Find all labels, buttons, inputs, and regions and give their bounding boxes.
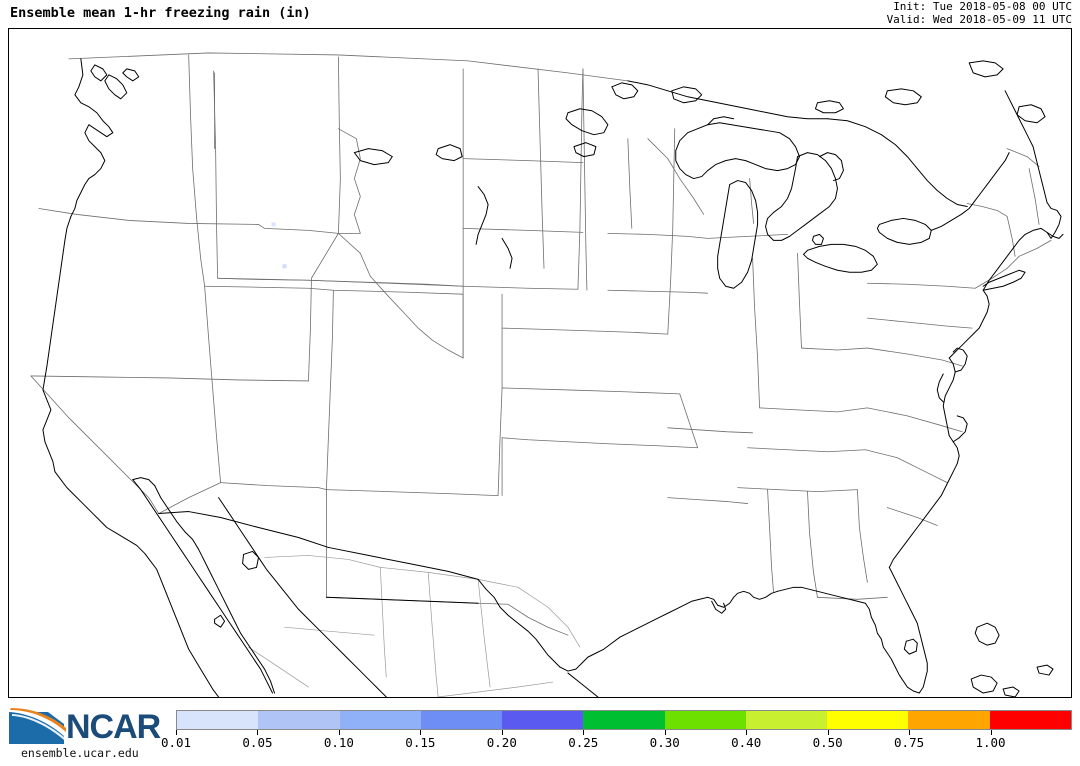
- colorbar-swatch-8: [827, 711, 909, 729]
- colorbar-tick-label-6: 0.30: [649, 735, 680, 750]
- colorbar-labels: 0.01 0.05 0.10 0.15 0.20 0.25 0.30 0.40 0.50 0.75…: [161, 735, 1072, 755]
- forecast-time-block: Init: Tue 2018-05-08 00 UTC Valid: Wed 2…: [886, 0, 1072, 26]
- ncar-logo-mark: [9, 708, 66, 744]
- colorbar-tick-label-2: 0.10: [323, 735, 354, 750]
- page-title: Ensemble mean 1-hr freezing rain (in): [10, 5, 311, 21]
- colorbar-tick-label-0: 0.01: [160, 735, 192, 750]
- colorbar[interactable]: 0.01 0.05 0.10 0.15 0.20 0.25 0.30 0.40 0.50 0.75…: [161, 710, 1072, 758]
- colorbar-tick-6: [664, 730, 666, 735]
- colorbar-tick-label-10: 1.00: [975, 735, 1006, 750]
- ncar-logo[interactable]: NCAR ensemble.ucar.edu: [6, 706, 171, 760]
- colorbar-tick-3: [420, 730, 422, 735]
- colorbar-swatch-6: [664, 711, 746, 729]
- valid-time-label: Valid: Wed 2018-05-09 11 UTC: [886, 12, 1072, 26]
- colorbar-tick-label-7: 0.40: [731, 735, 762, 750]
- header-bar: Ensemble mean 1-hr freezing rain (in) In…: [0, 0, 1080, 28]
- colorbar-tick-1: [257, 730, 259, 735]
- coastlines: [42, 58, 1064, 697]
- colorbar-tick-label-3: 0.15: [405, 735, 436, 750]
- init-time-label: Init: Tue 2018-05-08 00 UTC: [893, 0, 1072, 13]
- colorbar-swatch-3: [420, 711, 503, 729]
- conus-map: [30, 52, 1064, 697]
- colorbar-swatch-7: [745, 711, 828, 729]
- ncar-wordmark: NCAR: [66, 708, 161, 746]
- precip-trace: [271, 222, 287, 269]
- colorbar-swatch-0: [177, 711, 259, 729]
- colorbar-tick-5: [583, 730, 585, 735]
- ensemble-url-label: ensemble.ucar.edu: [21, 746, 139, 760]
- colorbar-swatch-4: [502, 711, 584, 729]
- colorbar-swatch-9: [908, 711, 990, 729]
- colorbar-swatch-10: [989, 711, 1071, 729]
- colorbar-tick-label-1: 0.05: [242, 735, 273, 750]
- colorbar-tick-7: [746, 730, 748, 735]
- colorbar-swatch-5: [583, 711, 665, 729]
- colorbar-tick-9: [909, 730, 911, 735]
- colorbar-tick-label-8: 0.50: [812, 735, 843, 750]
- colorbar-tick-label-9: 0.75: [894, 735, 925, 750]
- colorbar-tick-2: [338, 730, 340, 735]
- colorbar-tick-4: [501, 730, 503, 735]
- colorbar-ticks: [176, 730, 1072, 736]
- colorbar-swatches: [176, 710, 1072, 730]
- colorbar-tick-10: [990, 730, 992, 735]
- colorbar-tick-label-5: 0.25: [568, 735, 599, 750]
- mexico-state-boundaries: [248, 555, 581, 697]
- colorbar-tick-8: [827, 730, 829, 735]
- state-boundaries: [30, 52, 1052, 636]
- map-panel[interactable]: [8, 28, 1072, 698]
- footer-bar: NCAR ensemble.ucar.edu 0.01 0.05 0.10 0.15 0…: [0, 698, 1080, 766]
- colorbar-tick-label-4: 0.20: [486, 735, 517, 750]
- colorbar-tick-0: [176, 730, 177, 735]
- colorbar-swatch-1: [258, 711, 340, 729]
- colorbar-swatch-2: [339, 711, 421, 729]
